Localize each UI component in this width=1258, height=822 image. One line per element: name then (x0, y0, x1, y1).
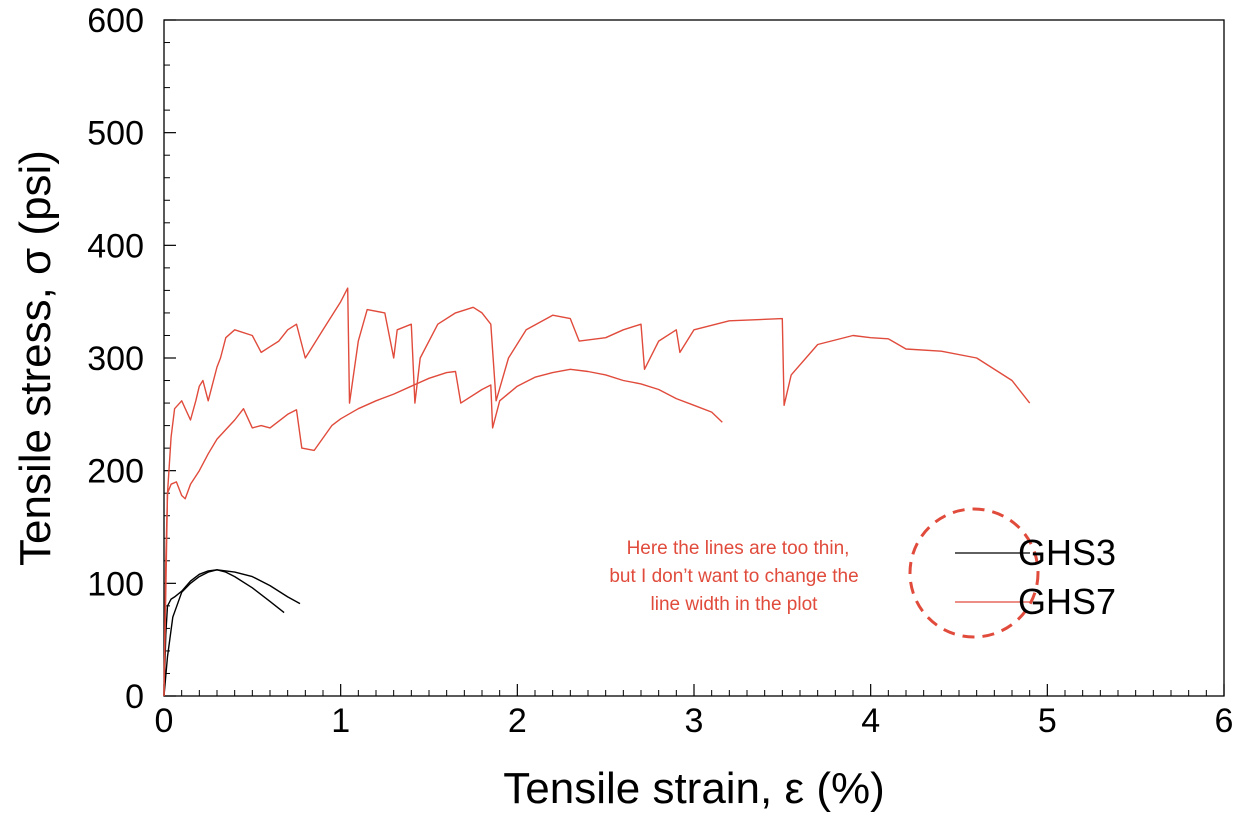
x-tick-label: 5 (1038, 702, 1057, 740)
series-lines (163, 287, 1031, 697)
y-tick-label: 400 (87, 227, 144, 265)
annotation-line-2: but I don’t want to change the (609, 566, 858, 587)
annotation: Here the lines are too thin, but I don’t… (609, 507, 1040, 639)
legend-label-ghs7: GHS7 (1018, 581, 1116, 622)
series-line-ghs3-2 (163, 569, 301, 697)
y-tick-label: 300 (87, 340, 144, 378)
x-tick-label: 3 (685, 702, 704, 740)
y-tick-label: 200 (87, 453, 144, 491)
series-line-ghs7-1 (163, 368, 723, 697)
x-tick-label: 1 (331, 702, 350, 740)
annotation-line-1: Here the lines are too thin, (627, 538, 850, 559)
legend: GHS3 GHS7 (955, 532, 1116, 622)
annotation-highlight-circle (908, 507, 1040, 639)
y-tick-label: 600 (87, 2, 144, 40)
y-tick-label: 100 (87, 565, 144, 603)
annotation-line-3: line width in the plot (651, 594, 819, 615)
minor-ticks (164, 42, 1207, 696)
y-axis-title: Tensile stress, σ (psi) (11, 150, 60, 566)
y-tick-label: 0 (125, 678, 144, 716)
x-axis-title: Tensile strain, ε (%) (503, 764, 885, 813)
x-tick-label: 6 (1215, 702, 1234, 740)
series-line-ghs3-1 (163, 569, 285, 697)
y-tick-label: 500 (87, 115, 144, 153)
series-line-ghs7-2 (163, 287, 1031, 697)
legend-label-ghs3: GHS3 (1018, 532, 1116, 573)
x-tick-labels: 0 1 2 3 4 5 6 (155, 702, 1234, 740)
x-tick-label: 2 (508, 702, 527, 740)
x-tick-label: 4 (861, 702, 880, 740)
x-tick-label: 0 (155, 702, 174, 740)
y-tick-labels: 0 100 200 300 400 500 600 (87, 2, 144, 716)
